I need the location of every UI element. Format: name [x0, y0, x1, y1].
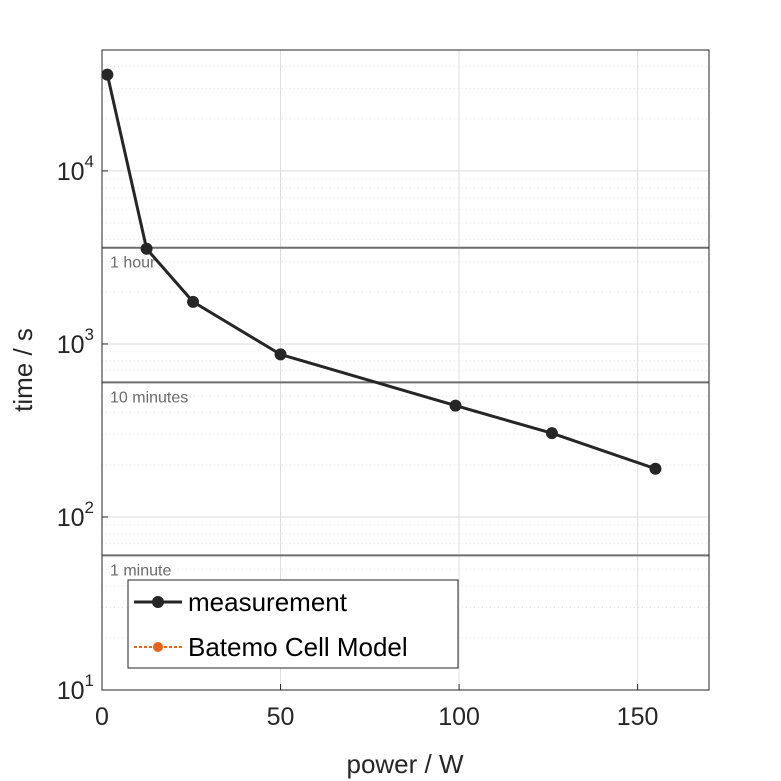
x-tick-label: 100 — [438, 703, 480, 731]
data-point — [545, 427, 558, 440]
x-axis: 0 50 100 150 — [95, 684, 658, 731]
y-tick-exponent: 1 — [85, 671, 94, 690]
plot-frame — [101, 49, 710, 691]
data-point — [187, 295, 200, 308]
x-tick-label: 0 — [95, 703, 109, 731]
legend: measurement Batemo Cell Model — [127, 579, 459, 669]
data-point — [140, 242, 153, 255]
y-tick-exponent: 3 — [85, 325, 94, 344]
legend-label-model: Batemo Cell Model — [188, 632, 408, 662]
y-axis-label: time / s — [8, 328, 38, 412]
data-point — [449, 399, 462, 412]
y-tick-label: 102 — [57, 498, 94, 532]
grid — [102, 50, 709, 690]
y-tick-label: 104 — [57, 152, 94, 186]
legend-marker-measurement — [152, 596, 164, 608]
data-point — [101, 68, 114, 81]
y-tick-label: 101 — [57, 671, 94, 705]
x-tick-label: 50 — [267, 703, 295, 731]
y-tick-exponent: 4 — [85, 152, 94, 171]
x-axis-label: power / W — [346, 749, 463, 779]
legend-label-measurement: measurement — [188, 587, 348, 617]
data-point — [274, 348, 287, 361]
y-tick-exponent: 2 — [85, 498, 94, 517]
x-tick-label: 150 — [617, 703, 659, 731]
y-tick-label: 103 — [57, 325, 94, 359]
data-point — [649, 462, 662, 475]
legend-box — [127, 579, 459, 669]
y-tick-base: 10 — [57, 677, 85, 705]
reference-line-label: 1 hour — [110, 255, 156, 272]
y-tick-base: 10 — [57, 158, 85, 186]
y-tick-base: 10 — [57, 331, 85, 359]
reference-line-label: 10 minutes — [110, 389, 188, 406]
y-tick-base: 10 — [57, 504, 85, 532]
reference-lines: 1 hour 10 minutes 1 minute — [102, 246, 709, 579]
reference-line-label: 1 minute — [110, 562, 171, 579]
legend-marker-model — [153, 642, 163, 652]
series-layer — [101, 68, 662, 475]
